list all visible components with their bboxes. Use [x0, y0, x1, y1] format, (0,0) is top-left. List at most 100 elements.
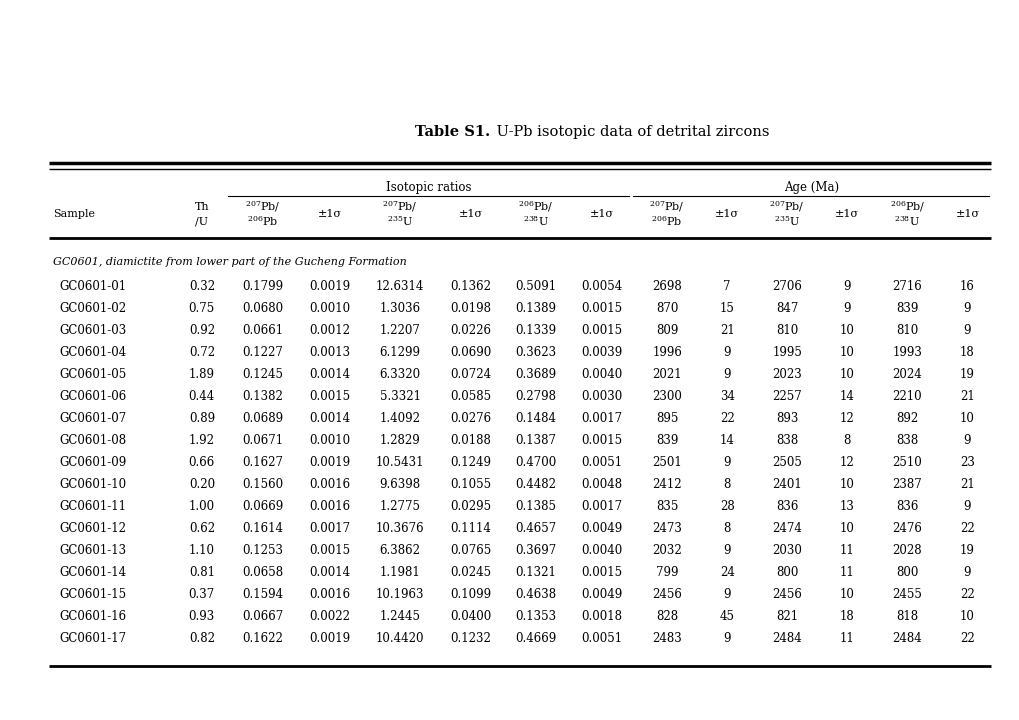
Text: 0.1622: 0.1622 [243, 631, 283, 644]
Text: 0.0689: 0.0689 [243, 412, 283, 425]
Text: Sample: Sample [53, 209, 95, 219]
Text: 0.5091: 0.5091 [515, 279, 556, 292]
Text: 10: 10 [839, 323, 854, 336]
Text: 0.0030: 0.0030 [581, 390, 622, 402]
Text: 9: 9 [963, 433, 970, 446]
Text: $\mathregular{^{206}}$Pb/: $\mathregular{^{206}}$Pb/ [889, 199, 924, 215]
Text: 2716: 2716 [892, 279, 921, 292]
Text: 1.2445: 1.2445 [379, 610, 420, 623]
Text: 0.0724: 0.0724 [449, 367, 490, 380]
Text: 0.1362: 0.1362 [449, 279, 490, 292]
Text: 0.0400: 0.0400 [449, 610, 491, 623]
Text: 10: 10 [839, 588, 854, 600]
Text: 0.0017: 0.0017 [309, 521, 350, 534]
Text: 22: 22 [719, 412, 734, 425]
Text: 0.0040: 0.0040 [581, 544, 622, 557]
Text: 800: 800 [896, 565, 918, 578]
Text: 0.0017: 0.0017 [581, 500, 622, 513]
Text: 2483: 2483 [651, 631, 682, 644]
Text: 0.0015: 0.0015 [581, 323, 622, 336]
Text: 0.0012: 0.0012 [309, 323, 350, 336]
Text: 0.3623: 0.3623 [515, 346, 556, 359]
Text: 0.0010: 0.0010 [309, 433, 350, 446]
Text: 22: 22 [959, 631, 974, 644]
Text: GC0601-16: GC0601-16 [59, 610, 126, 623]
Text: 1.10: 1.10 [189, 544, 215, 557]
Text: 810: 810 [896, 323, 917, 336]
Text: 9: 9 [722, 456, 731, 469]
Text: 13: 13 [839, 500, 854, 513]
Text: 21: 21 [959, 477, 974, 490]
Text: 0.20: 0.20 [189, 477, 215, 490]
Text: 8: 8 [843, 433, 850, 446]
Text: 0.1249: 0.1249 [449, 456, 490, 469]
Text: 8: 8 [722, 521, 731, 534]
Text: 870: 870 [655, 302, 678, 315]
Text: $\mathregular{^{207}}$Pb/: $\mathregular{^{207}}$Pb/ [768, 199, 804, 215]
Text: 0.0016: 0.0016 [309, 588, 350, 600]
Text: 809: 809 [655, 323, 678, 336]
Text: 0.4700: 0.4700 [515, 456, 556, 469]
Text: 16: 16 [959, 279, 974, 292]
Text: 0.4657: 0.4657 [515, 521, 556, 534]
Text: 10: 10 [959, 412, 974, 425]
Text: 10: 10 [839, 521, 854, 534]
Text: 10: 10 [959, 610, 974, 623]
Text: 0.0018: 0.0018 [581, 610, 622, 623]
Text: 0.0049: 0.0049 [581, 521, 622, 534]
Text: 2501: 2501 [651, 456, 682, 469]
Text: 892: 892 [896, 412, 917, 425]
Text: 0.1353: 0.1353 [515, 610, 556, 623]
Text: 21: 21 [959, 390, 974, 402]
Text: 10.3676: 10.3676 [375, 521, 424, 534]
Text: 2484: 2484 [892, 631, 921, 644]
Text: 0.3697: 0.3697 [515, 544, 556, 557]
Text: 0.1232: 0.1232 [449, 631, 490, 644]
Text: 0.0671: 0.0671 [243, 433, 283, 446]
Text: 0.0015: 0.0015 [309, 544, 350, 557]
Text: $\mathregular{^{238}}$U: $\mathregular{^{238}}$U [523, 214, 548, 228]
Text: 9: 9 [722, 346, 731, 359]
Text: 0.0015: 0.0015 [581, 565, 622, 578]
Text: 0.0017: 0.0017 [581, 412, 622, 425]
Text: 1.1981: 1.1981 [379, 565, 420, 578]
Text: 0.0188: 0.0188 [449, 433, 490, 446]
Text: GC0601-01: GC0601-01 [59, 279, 126, 292]
Text: 0.1114: 0.1114 [449, 521, 490, 534]
Text: 1995: 1995 [771, 346, 801, 359]
Text: 0.89: 0.89 [189, 412, 215, 425]
Text: 0.0669: 0.0669 [243, 500, 283, 513]
Text: 0.1339: 0.1339 [515, 323, 556, 336]
Text: 2706: 2706 [771, 279, 801, 292]
Text: 1996: 1996 [651, 346, 682, 359]
Text: ±1σ: ±1σ [955, 209, 978, 219]
Text: 0.82: 0.82 [189, 631, 215, 644]
Text: 0.0049: 0.0049 [581, 588, 622, 600]
Text: 10.4420: 10.4420 [375, 631, 424, 644]
Text: 0.0015: 0.0015 [581, 433, 622, 446]
Text: 2505: 2505 [771, 456, 801, 469]
Text: GC0601, diamictite from lower part of the Gucheng Formation: GC0601, diamictite from lower part of th… [53, 257, 407, 267]
Text: 0.4482: 0.4482 [515, 477, 556, 490]
Text: 0.0658: 0.0658 [243, 565, 283, 578]
Text: 22: 22 [959, 588, 974, 600]
Text: 0.1245: 0.1245 [243, 367, 283, 380]
Text: 0.1594: 0.1594 [243, 588, 283, 600]
Text: 0.1799: 0.1799 [243, 279, 283, 292]
Text: $\mathregular{^{207}}$Pb/: $\mathregular{^{207}}$Pb/ [649, 199, 684, 215]
Text: 0.1385: 0.1385 [515, 500, 556, 513]
Text: 0.4669: 0.4669 [515, 631, 556, 644]
Text: 2023: 2023 [771, 367, 801, 380]
Text: $\mathregular{^{206}}$Pb: $\mathregular{^{206}}$Pb [651, 214, 682, 228]
Text: 1.89: 1.89 [189, 367, 215, 380]
Text: 0.0022: 0.0022 [309, 610, 350, 623]
Text: 0.3689: 0.3689 [515, 367, 556, 380]
Text: 9: 9 [843, 279, 850, 292]
Text: 1.4092: 1.4092 [379, 412, 420, 425]
Text: 0.0015: 0.0015 [581, 302, 622, 315]
Text: 839: 839 [896, 302, 918, 315]
Text: 800: 800 [775, 565, 798, 578]
Text: 1.2829: 1.2829 [379, 433, 420, 446]
Text: 0.1627: 0.1627 [243, 456, 283, 469]
Text: 9: 9 [963, 565, 970, 578]
